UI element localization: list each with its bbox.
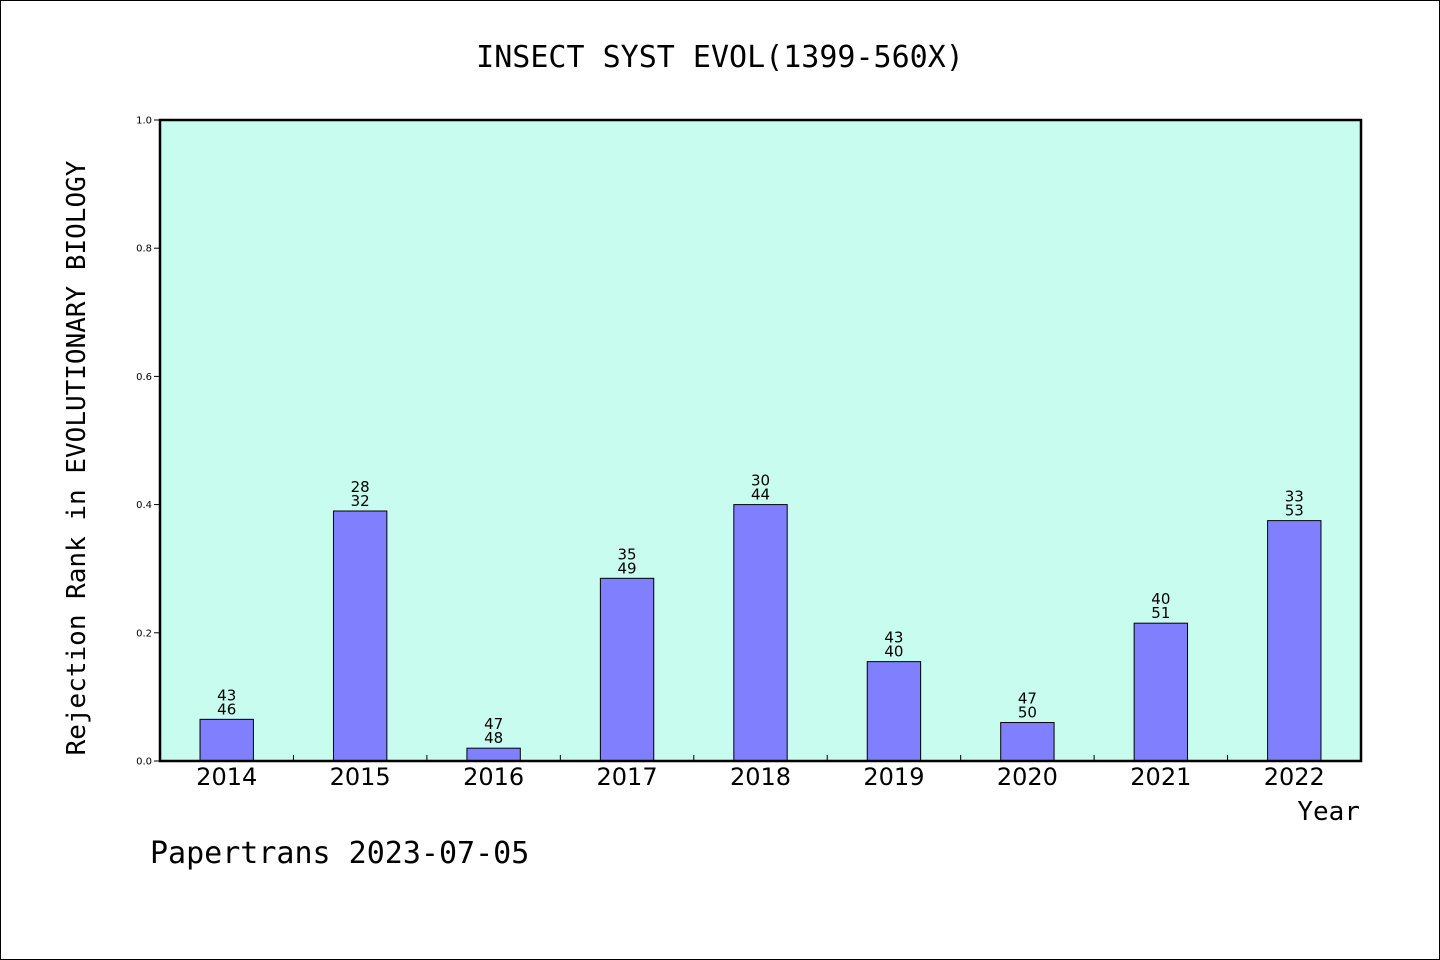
data-label-bottom-2022: 53 — [1285, 502, 1304, 520]
y-tick-label: 0.0 — [136, 757, 152, 768]
data-label-bottom-2014: 46 — [217, 700, 236, 718]
bar-2016 — [466, 747, 521, 762]
data-label-bottom-2019: 40 — [884, 643, 903, 661]
y-tick-label: 0.6 — [136, 372, 152, 383]
bars-group — [199, 504, 1322, 762]
plot-border — [158, 118, 1363, 763]
y-tick-label: 1.0 — [136, 116, 152, 127]
chart-title: INSECT SYST EVOL(1399-560X) — [476, 40, 964, 75]
x-axis-label: Year — [1297, 797, 1360, 827]
data-label-bottom-2021: 51 — [1151, 604, 1170, 622]
bar-2022 — [1267, 520, 1322, 762]
data-label-top-2018: 30 — [751, 472, 770, 490]
bar-2017 — [599, 577, 655, 762]
x-axis-ticks: 2014 2015 2016 2017 2018 2019 2020 2021 2022 — [196, 755, 1325, 791]
y-tick-label: 0.2 — [136, 628, 152, 639]
x-tick-label-2015: 2015 — [330, 763, 391, 791]
y-tick-label: 0.4 — [136, 500, 152, 511]
bar-2019 — [866, 661, 922, 762]
x-tick-label-2022: 2022 — [1264, 763, 1325, 791]
data-label-bottom-2016: 48 — [484, 729, 503, 747]
data-label-top-2021: 40 — [1151, 590, 1170, 608]
y-tick-label: 0.8 — [136, 244, 152, 255]
data-label-bottom-2017: 49 — [618, 559, 637, 577]
x-tick-label-2020: 2020 — [997, 763, 1058, 791]
bar-2018 — [733, 504, 788, 762]
x-tick-label-2021: 2021 — [1130, 763, 1191, 791]
data-label-top-2015: 28 — [351, 478, 370, 496]
footer-text: Papertrans 2023-07-05 — [150, 836, 529, 871]
data-label-top-2022: 33 — [1285, 488, 1304, 506]
data-label-top-2020: 47 — [1018, 690, 1037, 708]
bar-2020 — [1000, 722, 1055, 762]
data-label-top-2014: 43 — [217, 686, 236, 704]
data-label-bottom-2015: 32 — [351, 492, 370, 510]
data-label-bottom-2018: 44 — [751, 486, 770, 504]
data-label-bottom-2020: 50 — [1018, 704, 1037, 722]
bar-2021 — [1133, 622, 1189, 762]
x-tick-label-2019: 2019 — [863, 763, 924, 791]
data-label-top-2019: 43 — [884, 629, 903, 647]
x-tick-label-2017: 2017 — [597, 763, 658, 791]
x-tick-label-2016: 2016 — [463, 763, 524, 791]
y-axis-label: Rejection Rank in EVOLUTIONARY BIOLOGY — [62, 160, 92, 755]
y-axis-ticks: 0.0 0.2 0.4 0.6 0.8 1.0 — [136, 116, 160, 768]
x-tick-label-2018: 2018 — [730, 763, 791, 791]
bar-2015 — [332, 510, 388, 762]
data-label-top-2017: 35 — [618, 545, 637, 563]
bar-2014 — [199, 718, 254, 762]
x-tick-label-2014: 2014 — [196, 763, 257, 791]
data-label-top-2016: 47 — [484, 715, 503, 733]
